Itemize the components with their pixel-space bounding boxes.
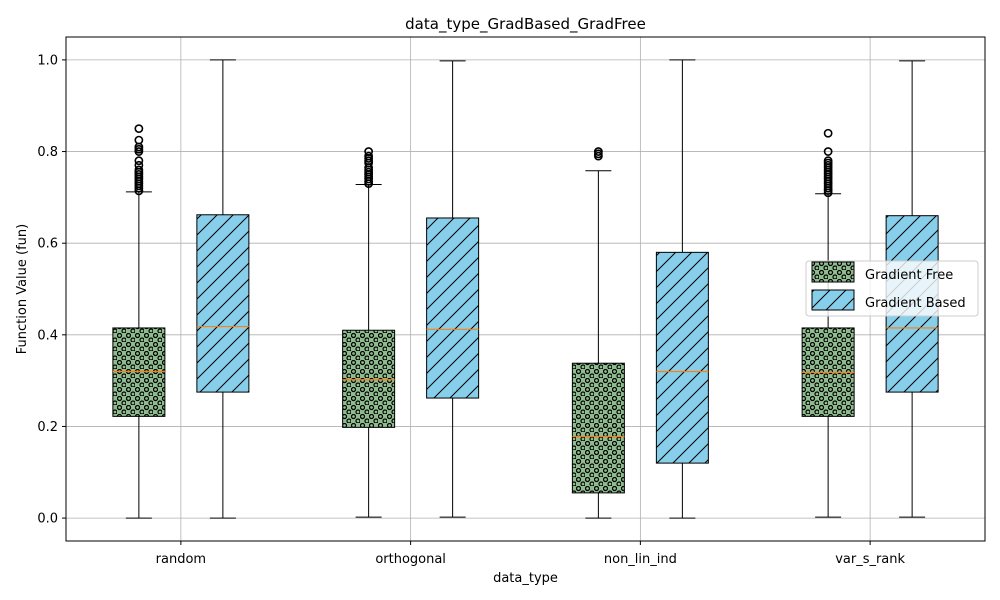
outlier-point xyxy=(134,135,144,145)
x-axis-label: data_type xyxy=(493,571,558,586)
x-tick-label: random xyxy=(156,552,206,567)
y-axis-label: Function Value (fun) xyxy=(15,224,30,354)
legend-label-gradient-based: Gradient Based xyxy=(865,296,966,311)
outlier-point xyxy=(823,128,833,138)
legend-swatch-gradient-free xyxy=(811,261,855,283)
y-tick-label: 0.8 xyxy=(37,145,58,160)
y-tick-label: 1.0 xyxy=(37,53,58,68)
outlier-point xyxy=(134,156,144,166)
y-tick-label: 0.0 xyxy=(37,512,58,527)
outlier-point xyxy=(134,160,144,170)
plot-frame xyxy=(65,36,986,542)
outlier-point xyxy=(593,147,603,156)
box xyxy=(342,329,396,428)
x-tick-label: orthogonal xyxy=(375,552,446,567)
x-tick-label: non_lin_ind xyxy=(604,552,677,567)
box xyxy=(655,251,709,464)
box xyxy=(196,214,250,393)
y-axis: 0.0 0.2 0.4 0.6 0.8 1.0 xyxy=(37,53,66,527)
outlier-point xyxy=(364,147,374,156)
x-tick-label: var_s_rank xyxy=(835,552,905,567)
legend-swatch-gradient-based xyxy=(811,289,855,311)
outlier-point xyxy=(823,147,833,156)
box xyxy=(571,362,625,494)
x-axis: random orthogonal non_lin_ind var_s_rank xyxy=(156,541,906,567)
y-tick-label: 0.4 xyxy=(37,328,58,343)
legend: Gradient Free Gradient Based xyxy=(805,260,979,317)
legend-label-gradient-free: Gradient Free xyxy=(865,268,953,283)
y-tick-label: 0.6 xyxy=(37,237,58,252)
outlier-point xyxy=(364,151,374,161)
box xyxy=(426,217,480,399)
outlier-point xyxy=(134,165,144,175)
chart-title: data_type_GradBased_GradFree xyxy=(405,15,646,34)
outlier-point xyxy=(134,124,144,134)
y-tick-label: 0.2 xyxy=(37,420,58,435)
box xyxy=(112,327,166,417)
outlier-point xyxy=(823,156,833,166)
